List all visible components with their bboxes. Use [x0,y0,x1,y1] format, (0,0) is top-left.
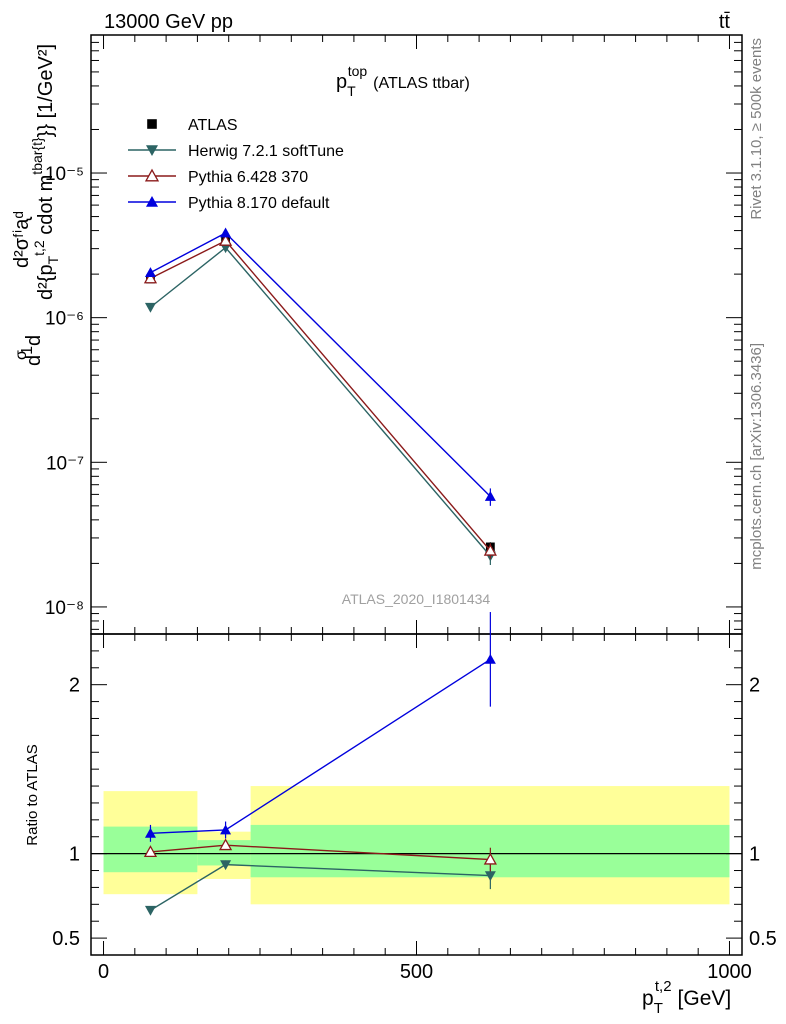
legend-label-herwig-7-2-1-softtune: Herwig 7.2.1 softTune [188,143,344,160]
legend-marker-herwig-7-2-1-softtune [146,145,158,156]
main-point-pythia-6-428-370 [143,271,158,284]
legend-label-pythia-8-170-default: Pythia 8.170 default [188,195,330,212]
main-point-herwig-7-2-1-softtune [144,302,156,313]
legend: ATLAS Herwig 7.2.1 softTune Pythia 6.428 3… [128,117,344,212]
plot-title: pTtop(ATLAS ttbar) [336,63,470,99]
legend-marker-pythia-8-170-default [146,196,158,207]
ratio-y-tick-label: 1 [69,844,80,866]
ratio-point-pythia-8-170-default [220,824,232,835]
ratio-point-pythia-6-428-370 [218,838,233,851]
x-tick-label: 500 [400,961,433,983]
svg-text:d²{pTt,2 cdot mtbar{t}}} [1/Ge: d²{pTt,2 cdot mtbar{t}}} [1/GeV²] [29,44,61,300]
ratio-point-pythia-8-170-default [144,827,156,838]
x-tick-label: 1000 [707,961,752,983]
mcplots-label: mcplots.cern.ch [arXiv:1306.3436] [748,343,765,570]
legend-marker-atlas [147,119,157,129]
main-y-tick-label: 10⁻⁶ [45,309,84,330]
main-y-tick-label: 10⁻⁵ [45,164,84,185]
ratio-y-tick-label: 0.5 [52,928,80,950]
main-point-pythia-8-170-default [144,267,156,277]
header-right: tt̄ [719,11,731,33]
main-line-herwig-7-2-1-softtune [150,246,491,557]
ratio-point-herwig-7-2-1-softtune [220,860,232,871]
main-point-pythia-6-428-370 [218,233,233,246]
svg-text:σ: σ [13,350,30,360]
svg-text:d²σᶠⁱᶏᵈ: d²σᶠⁱᶏᵈ [11,211,33,268]
main-y-tick-label: 10⁻⁷ [46,453,84,474]
main-point-pythia-8-170-default [484,491,496,501]
main-point-pythia-6-428-370 [483,543,497,556]
ratio-y-tick-label-right: 1 [749,844,760,866]
ratio-y-tick-label: 2 [69,675,80,697]
legend-label-pythia-6-428-370: Pythia 6.428 370 [188,169,308,186]
ratio-panel: 0 500 1000 0.5 0.5 1 1 2 2 [52,35,777,983]
ratio-point-herwig-7-2-1-softtune [144,905,156,916]
header-left: 13000 GeV pp [104,11,233,33]
ratio-point-pythia-6-428-370 [483,852,497,865]
analysis-label: ATLAS_2020_I1801434 [342,591,491,607]
main-ylabel: d1d d²σᶠⁱᶏᵈ d²{pTt,2 cdot mtbar{t}}} [1/… [11,44,61,366]
main-line-pythia-6-428-370 [150,239,491,552]
ratio-point-pythia-6-428-370 [143,845,158,857]
main-point-pythia-8-170-default [220,227,232,238]
ratio-point-pythia-8-170-default [484,653,496,664]
main-y-tick-label: 10⁻⁸ [45,598,84,619]
rivet-label: Rivet 3.1.10, ≥ 500k events [748,38,765,220]
ratio-y-tick-label-right: 2 [749,675,760,697]
main-line-pythia-8-170-default [150,232,491,498]
ratio-y-tick-label-right: 0.5 [749,928,777,950]
x-tick-label: 0 [98,961,109,983]
ratio-point-herwig-7-2-1-softtune [484,871,496,882]
x-axis-label: pTt,2[GeV] [642,978,731,1017]
svg-text:d1d: d1d [19,335,45,366]
ratio-ylabel: Ratio to ATLAS [24,744,41,845]
legend-label-atlas: ATLAS [188,117,238,134]
legend-marker-pythia-6-428-370 [144,168,160,182]
